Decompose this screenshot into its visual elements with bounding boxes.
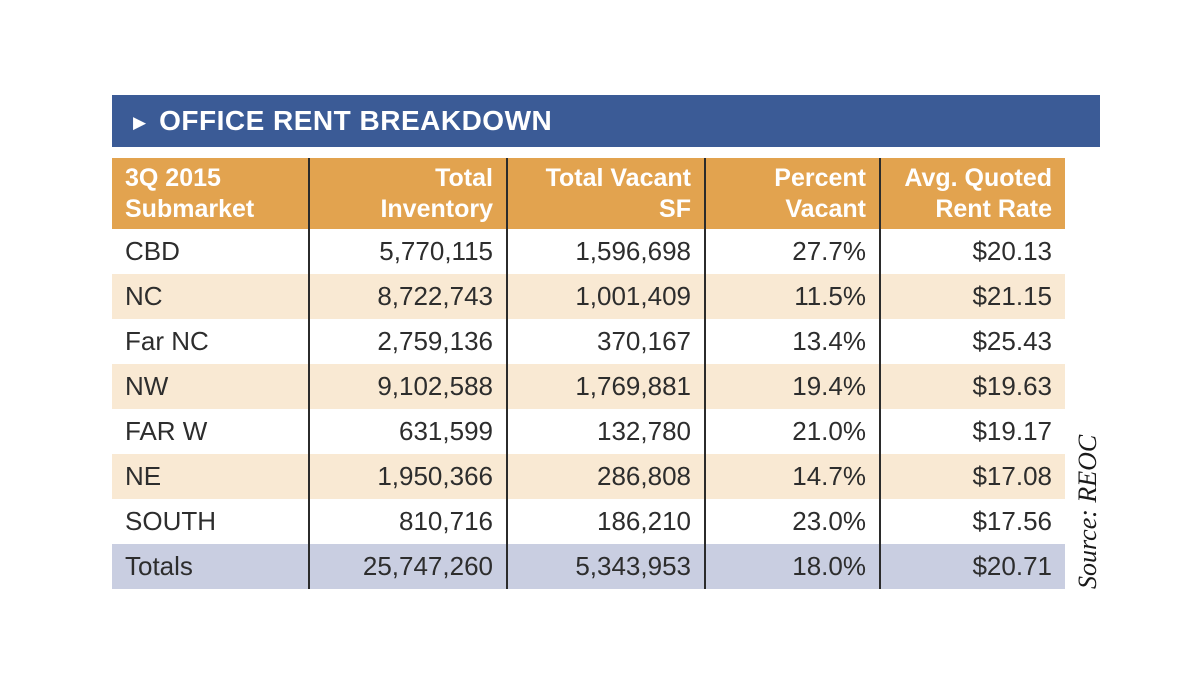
table-row-far-w: FAR W 631,599 132,780 21.0% $19.17 xyxy=(112,409,1065,454)
cell-total-inventory: 9,102,588 xyxy=(310,364,508,409)
cell-total-inventory: 1,950,366 xyxy=(310,454,508,499)
cell-avg-quoted-rent-rate: $19.63 xyxy=(972,371,1052,401)
cell-total-inventory: 5,770,115 xyxy=(310,229,508,274)
page-title: OFFICE RENT BREAKDOWN xyxy=(159,105,553,136)
table-row-nc: NC 8,722,743 1,001,409 11.5% $21.15 xyxy=(112,274,1065,319)
cell-percent-vacant: 27.7% xyxy=(706,229,881,274)
cell-total-vacant-sf: 370,167 xyxy=(508,319,706,364)
header-percent-vacant: Percent Vacant xyxy=(706,158,881,229)
header-total-vacant-sf: Total Vacant SF xyxy=(508,158,706,229)
cell-submarket: FAR W xyxy=(112,409,310,454)
cell-avg-quoted-rent-rate: $20.13 xyxy=(972,236,1052,266)
cell-percent-vacant: 23.0% xyxy=(706,499,881,544)
cell-percent-vacant: 19.4% xyxy=(706,364,881,409)
cell-total-vacant-sf: 1,769,881 xyxy=(508,364,706,409)
cell-avg-quoted-rent-rate: $17.08 xyxy=(972,461,1052,491)
cell-submarket: SOUTH xyxy=(112,499,310,544)
office-rent-table: 3Q 2015 Submarket Total Inventory Total … xyxy=(112,158,1065,589)
table-row-south: SOUTH 810,716 186,210 23.0% $17.56 xyxy=(112,499,1065,544)
cell-submarket: CBD xyxy=(112,229,310,274)
header-row: 3Q 2015 Submarket Total Inventory Total … xyxy=(112,158,1065,229)
cell-avg-quoted-rent-rate: $19.17 xyxy=(972,416,1052,446)
header-submarket: 3Q 2015 Submarket xyxy=(112,158,310,229)
cell-total-inventory: 810,716 xyxy=(310,499,508,544)
cell-percent-vacant: 11.5% xyxy=(706,274,881,319)
header-total-inventory: Total Inventory xyxy=(310,158,508,229)
cell-avg-quoted-rent-rate: $17.56 xyxy=(972,506,1052,536)
cell-total-vacant-sf: 286,808 xyxy=(508,454,706,499)
cell-total-vacant-sf: 1,001,409 xyxy=(508,274,706,319)
cell-submarket: Far NC xyxy=(112,319,310,364)
header-avg-quoted-rent-rate: Avg. Quoted Rent Rate xyxy=(904,164,1052,223)
cell-total-vacant-sf: 132,780 xyxy=(508,409,706,454)
cell-percent-vacant: 13.4% xyxy=(706,319,881,364)
cell-submarket: Totals xyxy=(112,544,310,589)
cell-submarket: NE xyxy=(112,454,310,499)
table-row-nw: NW 9,102,588 1,769,881 19.4% $19.63 xyxy=(112,364,1065,409)
cell-total-inventory: 631,599 xyxy=(310,409,508,454)
cell-submarket: NC xyxy=(112,274,310,319)
table-row-far-nc: Far NC 2,759,136 370,167 13.4% $25.43 xyxy=(112,319,1065,364)
cell-avg-quoted-rent-rate: $21.15 xyxy=(972,281,1052,311)
cell-avg-quoted-rent-rate: $20.71 xyxy=(972,551,1052,581)
cell-total-inventory: 2,759,136 xyxy=(310,319,508,364)
cell-percent-vacant: 14.7% xyxy=(706,454,881,499)
cell-total-vacant-sf: 186,210 xyxy=(508,499,706,544)
title-bar: ▶ OFFICE RENT BREAKDOWN xyxy=(112,95,1100,147)
cell-total-vacant-sf: 1,596,698 xyxy=(508,229,706,274)
cell-total-inventory: 25,747,260 xyxy=(310,544,508,589)
table-row-ne: NE 1,950,366 286,808 14.7% $17.08 xyxy=(112,454,1065,499)
right-arrow-icon: ▶ xyxy=(133,112,147,132)
table-row-totals: Totals 25,747,260 5,343,953 18.0% $20.71 xyxy=(112,544,1065,589)
source-note: Source: REOC xyxy=(1073,434,1102,589)
cell-submarket: NW xyxy=(112,364,310,409)
cell-percent-vacant: 21.0% xyxy=(706,409,881,454)
cell-total-vacant-sf: 5,343,953 xyxy=(508,544,706,589)
table-row-cbd: CBD 5,770,115 1,596,698 27.7% $20.13 xyxy=(112,229,1065,274)
cell-avg-quoted-rent-rate: $25.43 xyxy=(972,326,1052,356)
cell-percent-vacant: 18.0% xyxy=(706,544,881,589)
cell-total-inventory: 8,722,743 xyxy=(310,274,508,319)
